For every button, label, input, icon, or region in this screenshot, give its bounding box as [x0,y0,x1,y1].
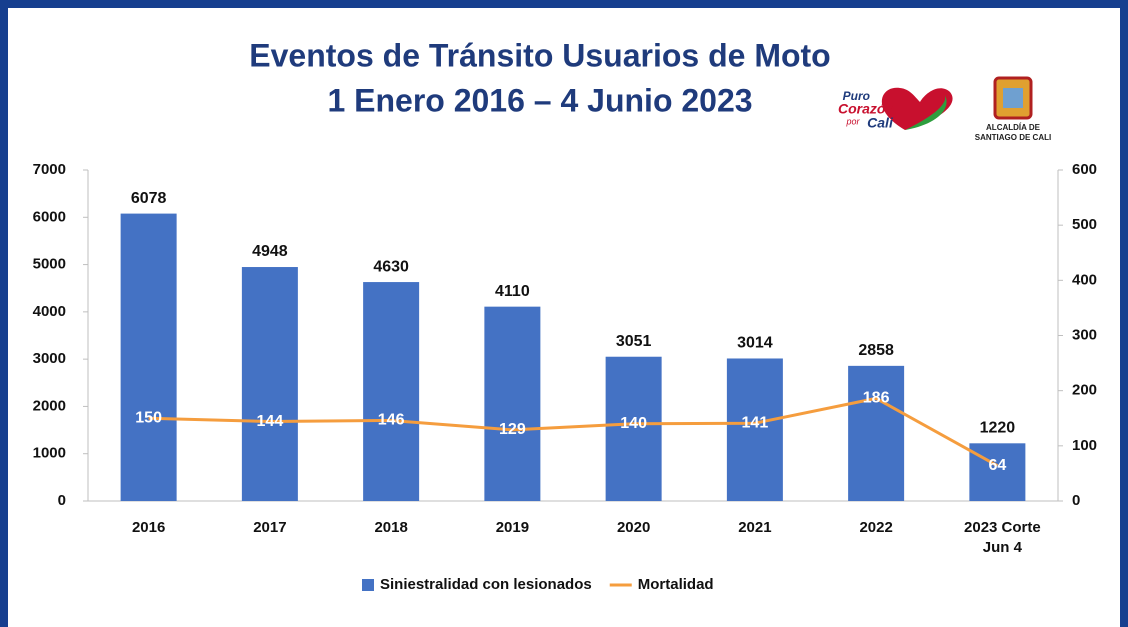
y-tick-label: 2000 [33,397,66,414]
bar-value-label: 3014 [737,335,773,352]
bar [363,282,420,501]
legend-label: Mortalidad [638,576,714,593]
line-value-label: 186 [863,390,890,407]
x-tick-label: 2022 [859,519,893,536]
line-value-label: 64 [988,457,1006,474]
bar [848,365,905,501]
logo-puro-corazon: Puro Corazón por Cali [838,87,953,131]
line-value-label: 141 [742,414,769,431]
bar-value-label: 3051 [616,333,652,350]
line [148,396,999,468]
y2-tick-label: 200 [1072,382,1097,399]
line-value-label: 146 [378,412,405,429]
x-tick-label: 2020 [616,519,651,536]
bar-value-label: 1220 [980,420,1016,437]
y-tick-label: 3000 [33,350,66,367]
legend-label: Siniestralidad con lesionados [380,576,592,593]
bar [726,358,783,501]
bar-value-label: 4110 [495,283,530,300]
logo-text: Corazón [838,101,894,117]
bar [241,267,298,501]
y-tick-label: 0 [58,492,66,509]
y-tick-label: 4000 [33,303,66,320]
x-tick-label: 2019 [495,519,530,536]
line-value-label: 129 [499,421,526,438]
shield-center [1003,88,1023,108]
y2-tick-label: 400 [1072,271,1097,288]
bar [120,213,177,502]
y-tick-label: 1000 [33,445,66,462]
y2-tick-label: 100 [1072,437,1097,454]
y-tick-label: 5000 [33,256,66,273]
y2-tick-label: 600 [1072,161,1097,178]
line-value-label: 144 [257,413,284,430]
heart [881,87,953,130]
bar-value-label: 4630 [373,258,409,275]
y-tick-label: 6000 [33,208,66,225]
logo-text: Cali [867,115,894,131]
logo-alcaldia: ALCALDÍA DE SANTIAGO DE CALI [975,76,1051,142]
x-tick-label: 2017 [253,519,287,536]
logo-text: por [845,116,860,126]
y-tick-label: 7000 [33,161,66,178]
bar-value-label: 4948 [252,243,288,260]
bar [484,306,541,501]
logo-text: SANTIAGO DE CALI [975,133,1051,142]
y2-tick-label: 500 [1072,216,1097,233]
logo-text: ALCALDÍA DE [986,123,1041,132]
x-tick-label: 2023 Corte Jun 4 [964,519,1041,556]
x-tick-label: 2018 [374,519,408,536]
logo-text: Puro [843,89,870,103]
legend-swatch [362,579,374,591]
chart-title: Eventos de Tránsito Usuarios de Moto [249,37,830,73]
line-value-label: 140 [620,415,647,432]
chart-subtitle: 1 Enero 2016 – 4 Junio 2023 [327,82,752,118]
x-tick-label: 2016 [131,519,166,536]
bar [969,443,1026,501]
y2-tick-label: 300 [1072,326,1097,343]
bar [605,356,662,501]
x-tick-label: 2021 [738,519,772,536]
heart-stripe [905,95,947,130]
y2-tick-label: 0 [1072,492,1080,509]
bar-value-label: 2858 [858,342,894,359]
bar-value-label: 6078 [131,190,167,207]
line-value-label: 150 [135,409,162,426]
